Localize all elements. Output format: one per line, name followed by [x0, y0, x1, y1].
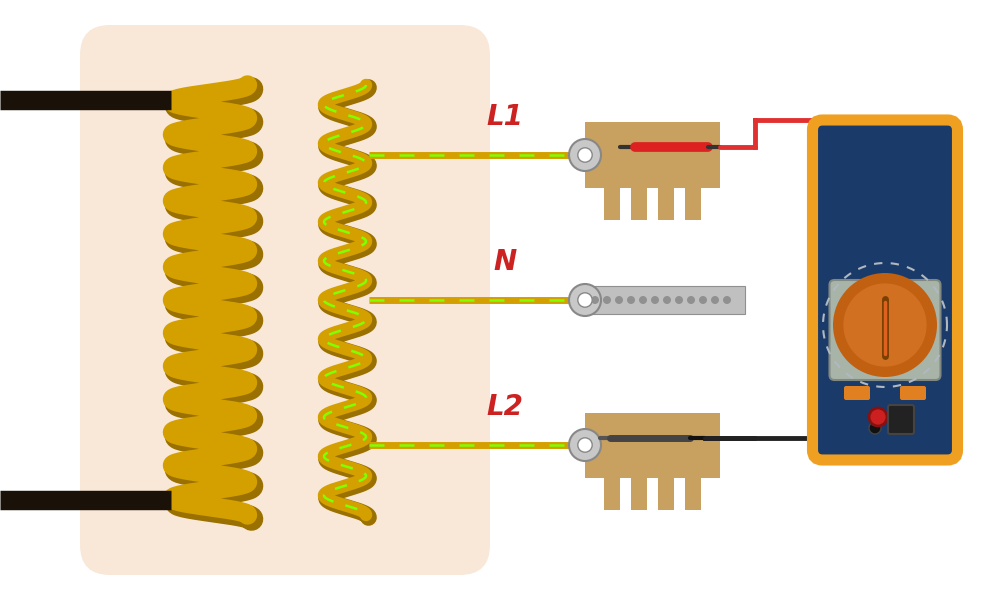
Bar [585, 286, 745, 314]
Circle shape [578, 148, 592, 162]
Bar [685, 187, 701, 220]
Circle shape [675, 296, 683, 304]
Bar [631, 187, 647, 220]
Bar [658, 478, 674, 509]
Text: L1: L1 [487, 103, 523, 131]
Circle shape [663, 296, 671, 304]
Circle shape [869, 422, 881, 434]
Circle shape [627, 296, 635, 304]
Bar [604, 478, 620, 509]
Bar [585, 413, 720, 478]
Bar [631, 478, 647, 509]
Circle shape [591, 296, 599, 304]
FancyBboxPatch shape [829, 280, 940, 380]
Circle shape [569, 139, 601, 171]
Circle shape [687, 296, 695, 304]
Circle shape [843, 283, 927, 367]
Bar [585, 122, 720, 187]
Circle shape [651, 296, 659, 304]
FancyBboxPatch shape [812, 120, 957, 460]
Circle shape [723, 296, 731, 304]
Circle shape [578, 293, 592, 307]
Circle shape [639, 296, 647, 304]
FancyBboxPatch shape [900, 386, 926, 400]
Text: L2: L2 [487, 393, 523, 421]
Bar [658, 187, 674, 220]
Circle shape [833, 273, 937, 377]
Text: N: N [493, 248, 517, 276]
FancyBboxPatch shape [888, 405, 914, 434]
Circle shape [699, 296, 707, 304]
Circle shape [711, 296, 719, 304]
Circle shape [869, 408, 887, 426]
Circle shape [603, 296, 611, 304]
Text: 240V: 240V [853, 317, 917, 343]
Bar [604, 187, 620, 220]
Circle shape [578, 438, 592, 452]
FancyBboxPatch shape [844, 386, 870, 400]
Circle shape [569, 429, 601, 461]
Bar [685, 478, 701, 509]
Circle shape [569, 284, 601, 316]
Circle shape [615, 296, 623, 304]
FancyBboxPatch shape [80, 25, 490, 575]
